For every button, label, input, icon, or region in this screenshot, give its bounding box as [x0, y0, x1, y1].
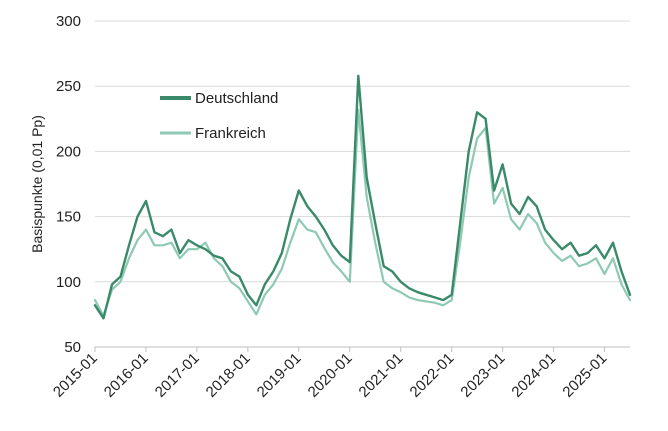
series-line-deutschland: [93, 74, 632, 320]
y-tick-label: 300: [56, 13, 81, 30]
x-tick-label: 2023-01: [457, 350, 508, 401]
x-tick-label: 2021-01: [356, 350, 407, 401]
grid: [95, 20, 630, 348]
y-tick-label: 100: [56, 274, 81, 291]
y-tick-label: 250: [56, 78, 81, 95]
x-tick-label: 2018-01: [203, 350, 254, 401]
legend-label-frankreich: Frankreich: [195, 125, 266, 142]
series-line-frankreich: [93, 108, 632, 317]
x-tick-label: 2025-01: [559, 350, 610, 401]
x-axis-ticks: 2015-01 2016-01 2017-01 2018-01 2019-01 2020-…: [50, 347, 610, 401]
legend: Deutschland Frankreich: [160, 90, 278, 142]
y-tick-label: 50: [64, 339, 81, 356]
legend-label-deutschland: Deutschland: [195, 90, 278, 107]
y-tick-label: 150: [56, 209, 81, 226]
x-tick-label: 2020-01: [305, 350, 356, 401]
x-tick-label: 2015-01: [50, 350, 101, 401]
x-tick-label: 2019-01: [254, 350, 305, 401]
x-tick-label: 2017-01: [152, 350, 203, 401]
y-axis-ticks: 50 100 150 200 250 300: [56, 13, 81, 356]
x-tick-label: 2016-01: [101, 350, 152, 401]
y-tick-label: 200: [56, 143, 81, 160]
y-axis-title: Basispunkte (0,01 Pp): [29, 115, 45, 253]
x-tick-label: 2022-01: [407, 350, 458, 401]
series-lines: [93, 74, 632, 320]
x-tick-label: 2024-01: [508, 350, 559, 401]
